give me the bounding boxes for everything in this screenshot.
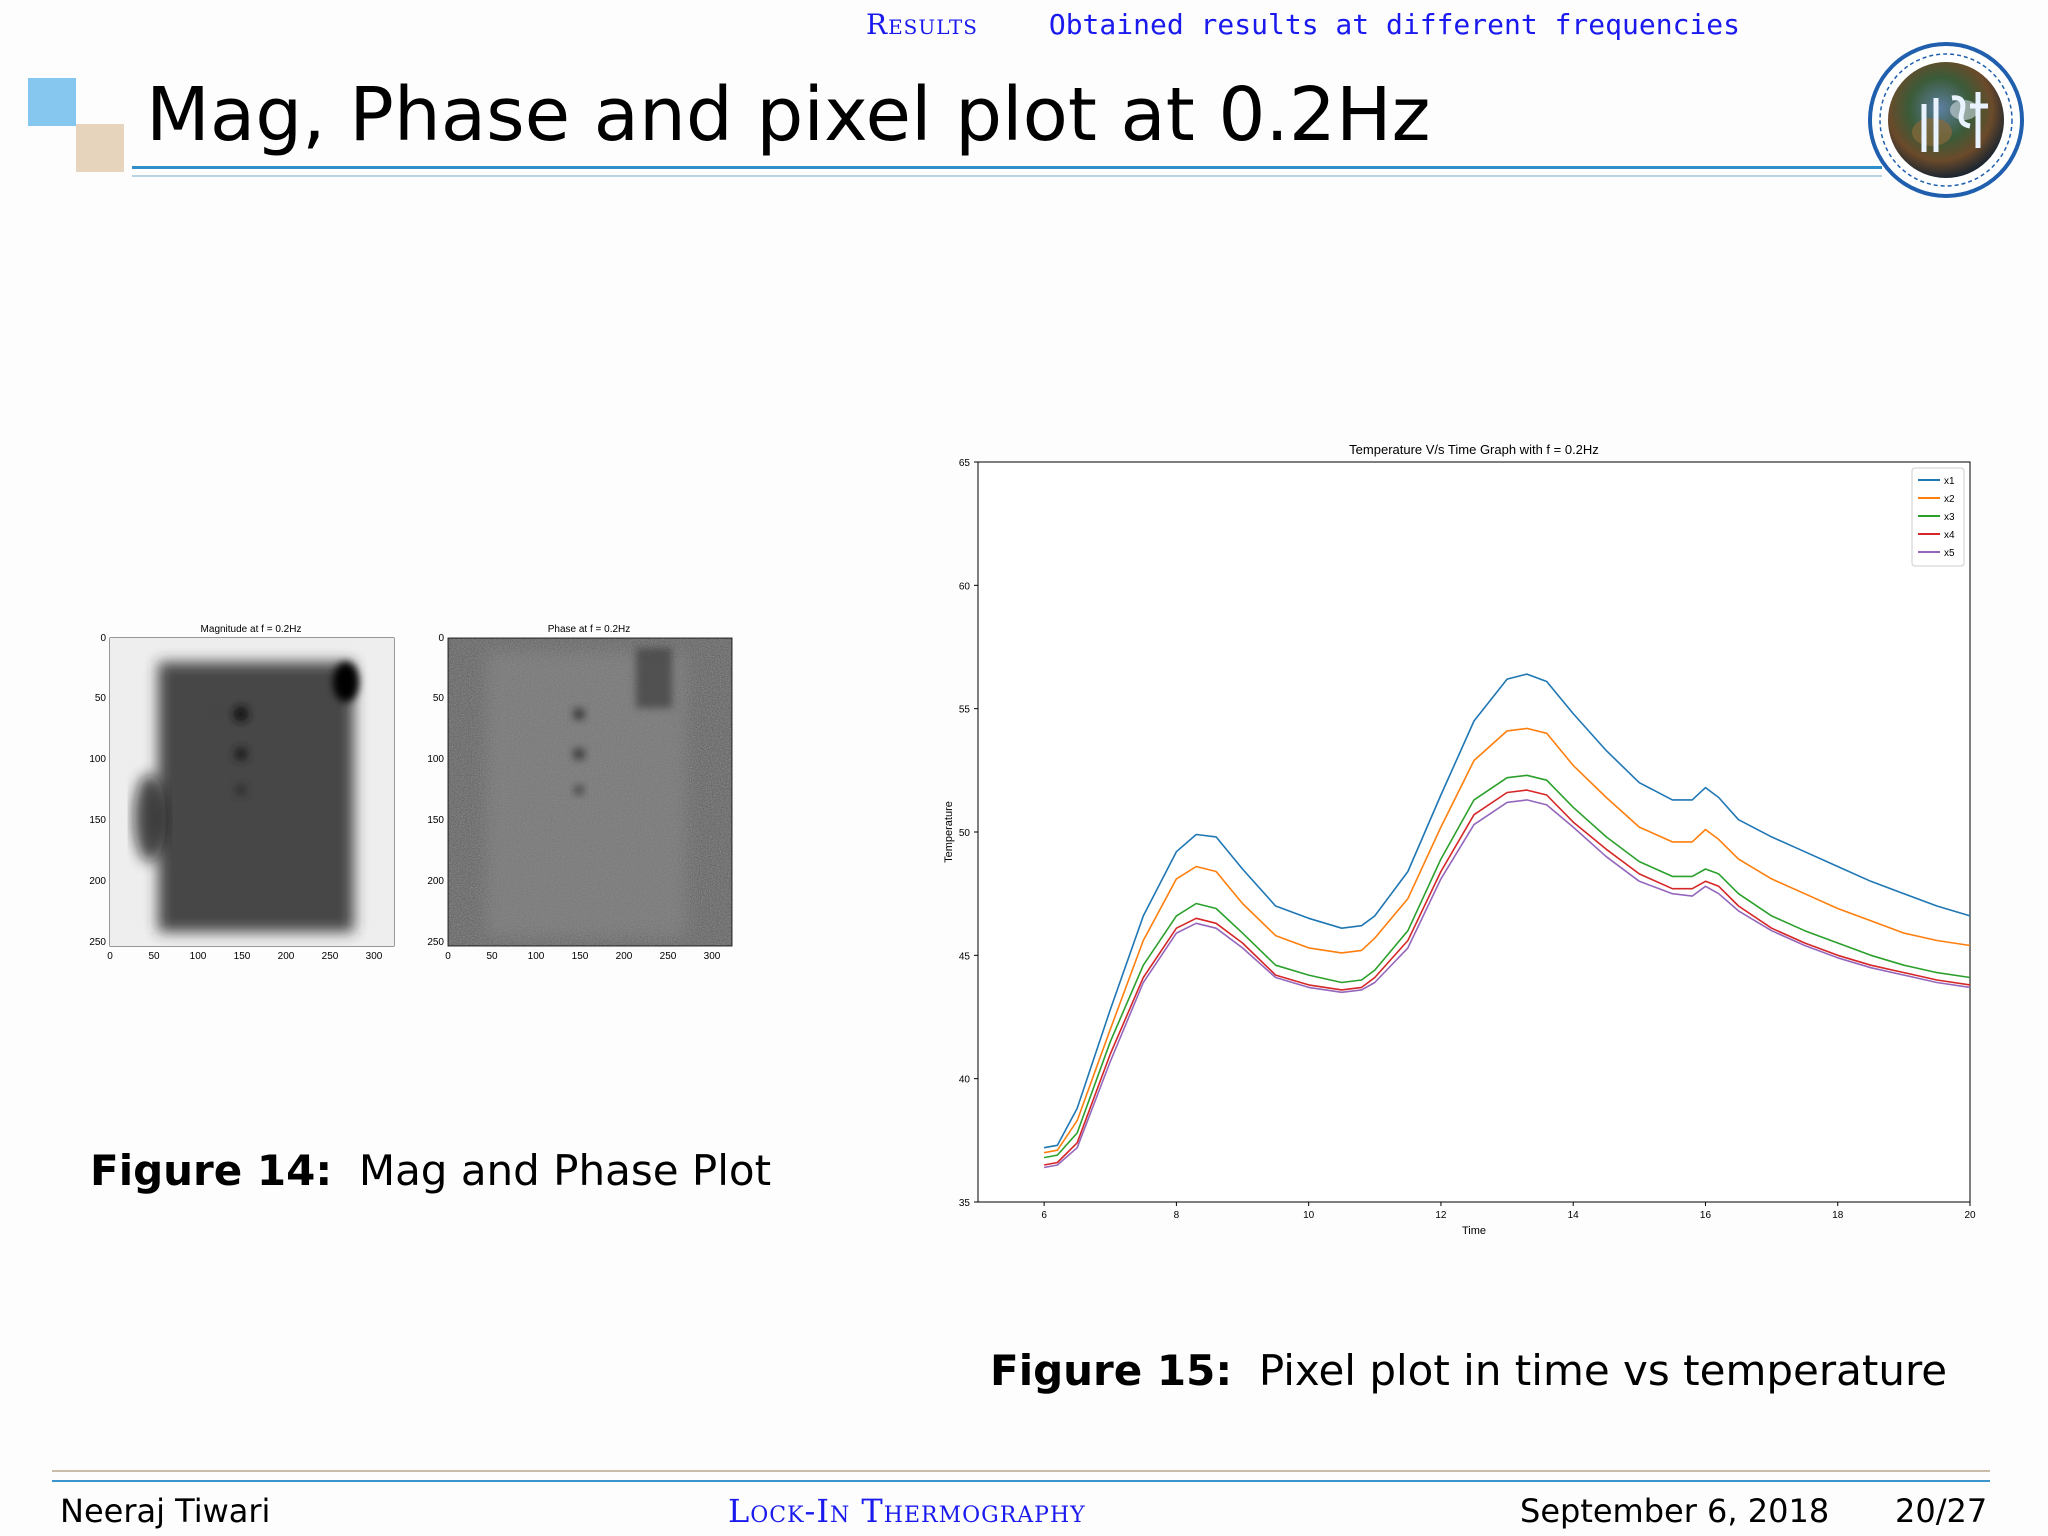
slide-title: Mag, Phase and pixel plot at 0.2Hz: [146, 72, 1431, 158]
phase-ytick: 0: [438, 633, 444, 644]
top-navigation: Results Obtained results at different fr…: [866, 8, 1740, 41]
mag-ytick: 50: [95, 693, 107, 704]
mag-xtick: 300: [366, 951, 383, 962]
x-tick-label: 8: [1174, 1210, 1180, 1221]
decor-square-tan: [76, 124, 124, 172]
magnitude-plot: Magnitude at f = 0.2Hz 0 50 100 150 200 …: [88, 622, 408, 962]
phase-xtick: 150: [572, 951, 589, 962]
y-tick-label: 60: [959, 581, 971, 592]
title-rule-secondary: [132, 175, 1882, 177]
mag-xtick: 50: [148, 951, 160, 962]
footer-date: September 6, 2018: [1520, 1492, 1830, 1530]
series-line-x5: [1043, 799, 1971, 1169]
y-tick-label: 65: [959, 458, 971, 469]
chart-title: Temperature V/s Time Graph with f = 0.2H…: [1349, 442, 1599, 457]
mag-xtick: 100: [190, 951, 207, 962]
y-axis-label: Temperature: [943, 801, 955, 863]
plot-area: [977, 461, 1971, 1203]
temperature-time-chart: Temperature V/s Time Graph with f = 0.2H…: [940, 436, 1980, 1246]
phase-ytick: 250: [427, 937, 444, 948]
figure14-text: Mag and Phase Plot: [358, 1146, 772, 1195]
mag-xtick: 0: [107, 951, 113, 962]
decor-square-blue: [28, 78, 76, 126]
phase-ytick: 100: [427, 754, 444, 765]
footer-talk-title[interactable]: Lock-In Thermography: [728, 1492, 1086, 1530]
mag-ytick: 200: [89, 876, 106, 887]
phase-xtick: 250: [660, 951, 677, 962]
figure14-label: Figure 14:: [90, 1146, 333, 1195]
mag-xtick: 150: [234, 951, 251, 962]
nav-subsection[interactable]: Obtained results at different frequencie…: [1048, 8, 1740, 41]
phase-ytick: 50: [433, 693, 445, 704]
x-tick-label: 20: [1964, 1210, 1976, 1221]
phase-title: Phase at f = 0.2Hz: [548, 624, 631, 635]
phase-xtick: 0: [445, 951, 451, 962]
figure15-label: Figure 15:: [990, 1346, 1233, 1395]
nav-section[interactable]: Results: [866, 8, 978, 41]
figure14-caption: Figure 14: Mag and Phase Plot: [90, 1146, 771, 1195]
legend-label: x2: [1944, 494, 1955, 505]
institute-logo: [1868, 42, 2024, 198]
y-tick-label: 55: [959, 705, 971, 716]
mag-ytick: 0: [100, 633, 106, 644]
legend-label: x4: [1944, 530, 1955, 541]
x-tick-label: 6: [1041, 1210, 1047, 1221]
x-tick-label: 10: [1303, 1210, 1315, 1221]
footer-author: Neeraj Tiwari: [60, 1492, 271, 1530]
y-tick-label: 40: [959, 1075, 971, 1086]
phase-xtick: 50: [486, 951, 498, 962]
phase-y-ticks: 0 50 100 150 200 250: [427, 633, 444, 948]
x-tick-label: 16: [1700, 1210, 1712, 1221]
series-line-x2: [1043, 727, 1971, 1154]
magnitude-x-ticks: 0 50 100 150 200 250 300: [107, 951, 383, 962]
title-rule: [132, 166, 1882, 169]
legend-label: x5: [1944, 548, 1955, 559]
phase-ytick: 200: [427, 876, 444, 887]
legend-label: x3: [1944, 512, 1955, 523]
figure15-text: Pixel plot in time vs temperature: [1258, 1346, 1948, 1395]
y-tick-label: 45: [959, 951, 971, 962]
phase-ytick: 150: [427, 815, 444, 826]
mag-xtick: 200: [278, 951, 295, 962]
mag-ytick: 250: [89, 937, 106, 948]
x-tick-label: 12: [1435, 1210, 1447, 1221]
footer-rule-secondary: [52, 1480, 1990, 1482]
x-axis-label: Time: [1462, 1225, 1486, 1237]
series-line-x4: [1043, 789, 1971, 1166]
mag-xtick: 250: [322, 951, 339, 962]
phase-plot: Phase at f = 0.2Hz 0 50 100 150 200 250 …: [426, 622, 746, 962]
legend-label: x1: [1944, 476, 1955, 487]
y-tick-label: 50: [959, 828, 971, 839]
x-tick-label: 14: [1568, 1210, 1580, 1221]
footer-rule: [52, 1470, 1990, 1472]
figure15-caption: Figure 15: Pixel plot in time vs tempera…: [990, 1346, 1947, 1395]
mag-ytick: 150: [89, 815, 106, 826]
mag-ytick: 100: [89, 754, 106, 765]
phase-xtick: 100: [528, 951, 545, 962]
y-tick-label: 35: [959, 1198, 971, 1209]
phase-x-ticks: 0 50 100 150 200 250 300: [445, 951, 721, 962]
series-line-x3: [1043, 774, 1971, 1159]
footer-page-number: 20/27: [1895, 1492, 1988, 1530]
series-line-x1: [1043, 673, 1971, 1149]
magnitude-y-ticks: 0 50 100 150 200 250: [89, 633, 106, 948]
phase-xtick: 200: [616, 951, 633, 962]
phase-xtick: 300: [704, 951, 721, 962]
magnitude-title: Magnitude at f = 0.2Hz: [201, 624, 302, 635]
x-tick-label: 18: [1832, 1210, 1844, 1221]
